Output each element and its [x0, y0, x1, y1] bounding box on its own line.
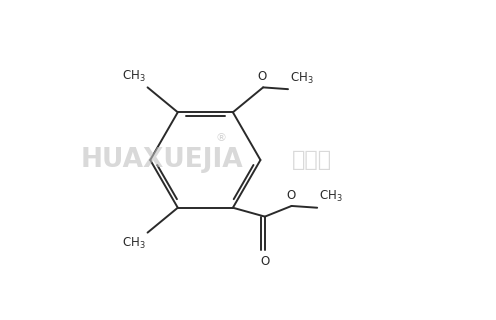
Text: HUAXUEJIA: HUAXUEJIA: [80, 147, 243, 173]
Text: O: O: [286, 189, 296, 202]
Text: CH$_3$: CH$_3$: [122, 69, 145, 84]
Text: ®: ®: [215, 132, 226, 143]
Text: O: O: [260, 255, 269, 268]
Text: O: O: [258, 70, 267, 83]
Text: CH$_3$: CH$_3$: [290, 70, 314, 86]
Text: CH$_3$: CH$_3$: [122, 236, 145, 251]
Text: CH$_3$: CH$_3$: [319, 189, 343, 204]
Text: 化学加: 化学加: [292, 150, 332, 170]
